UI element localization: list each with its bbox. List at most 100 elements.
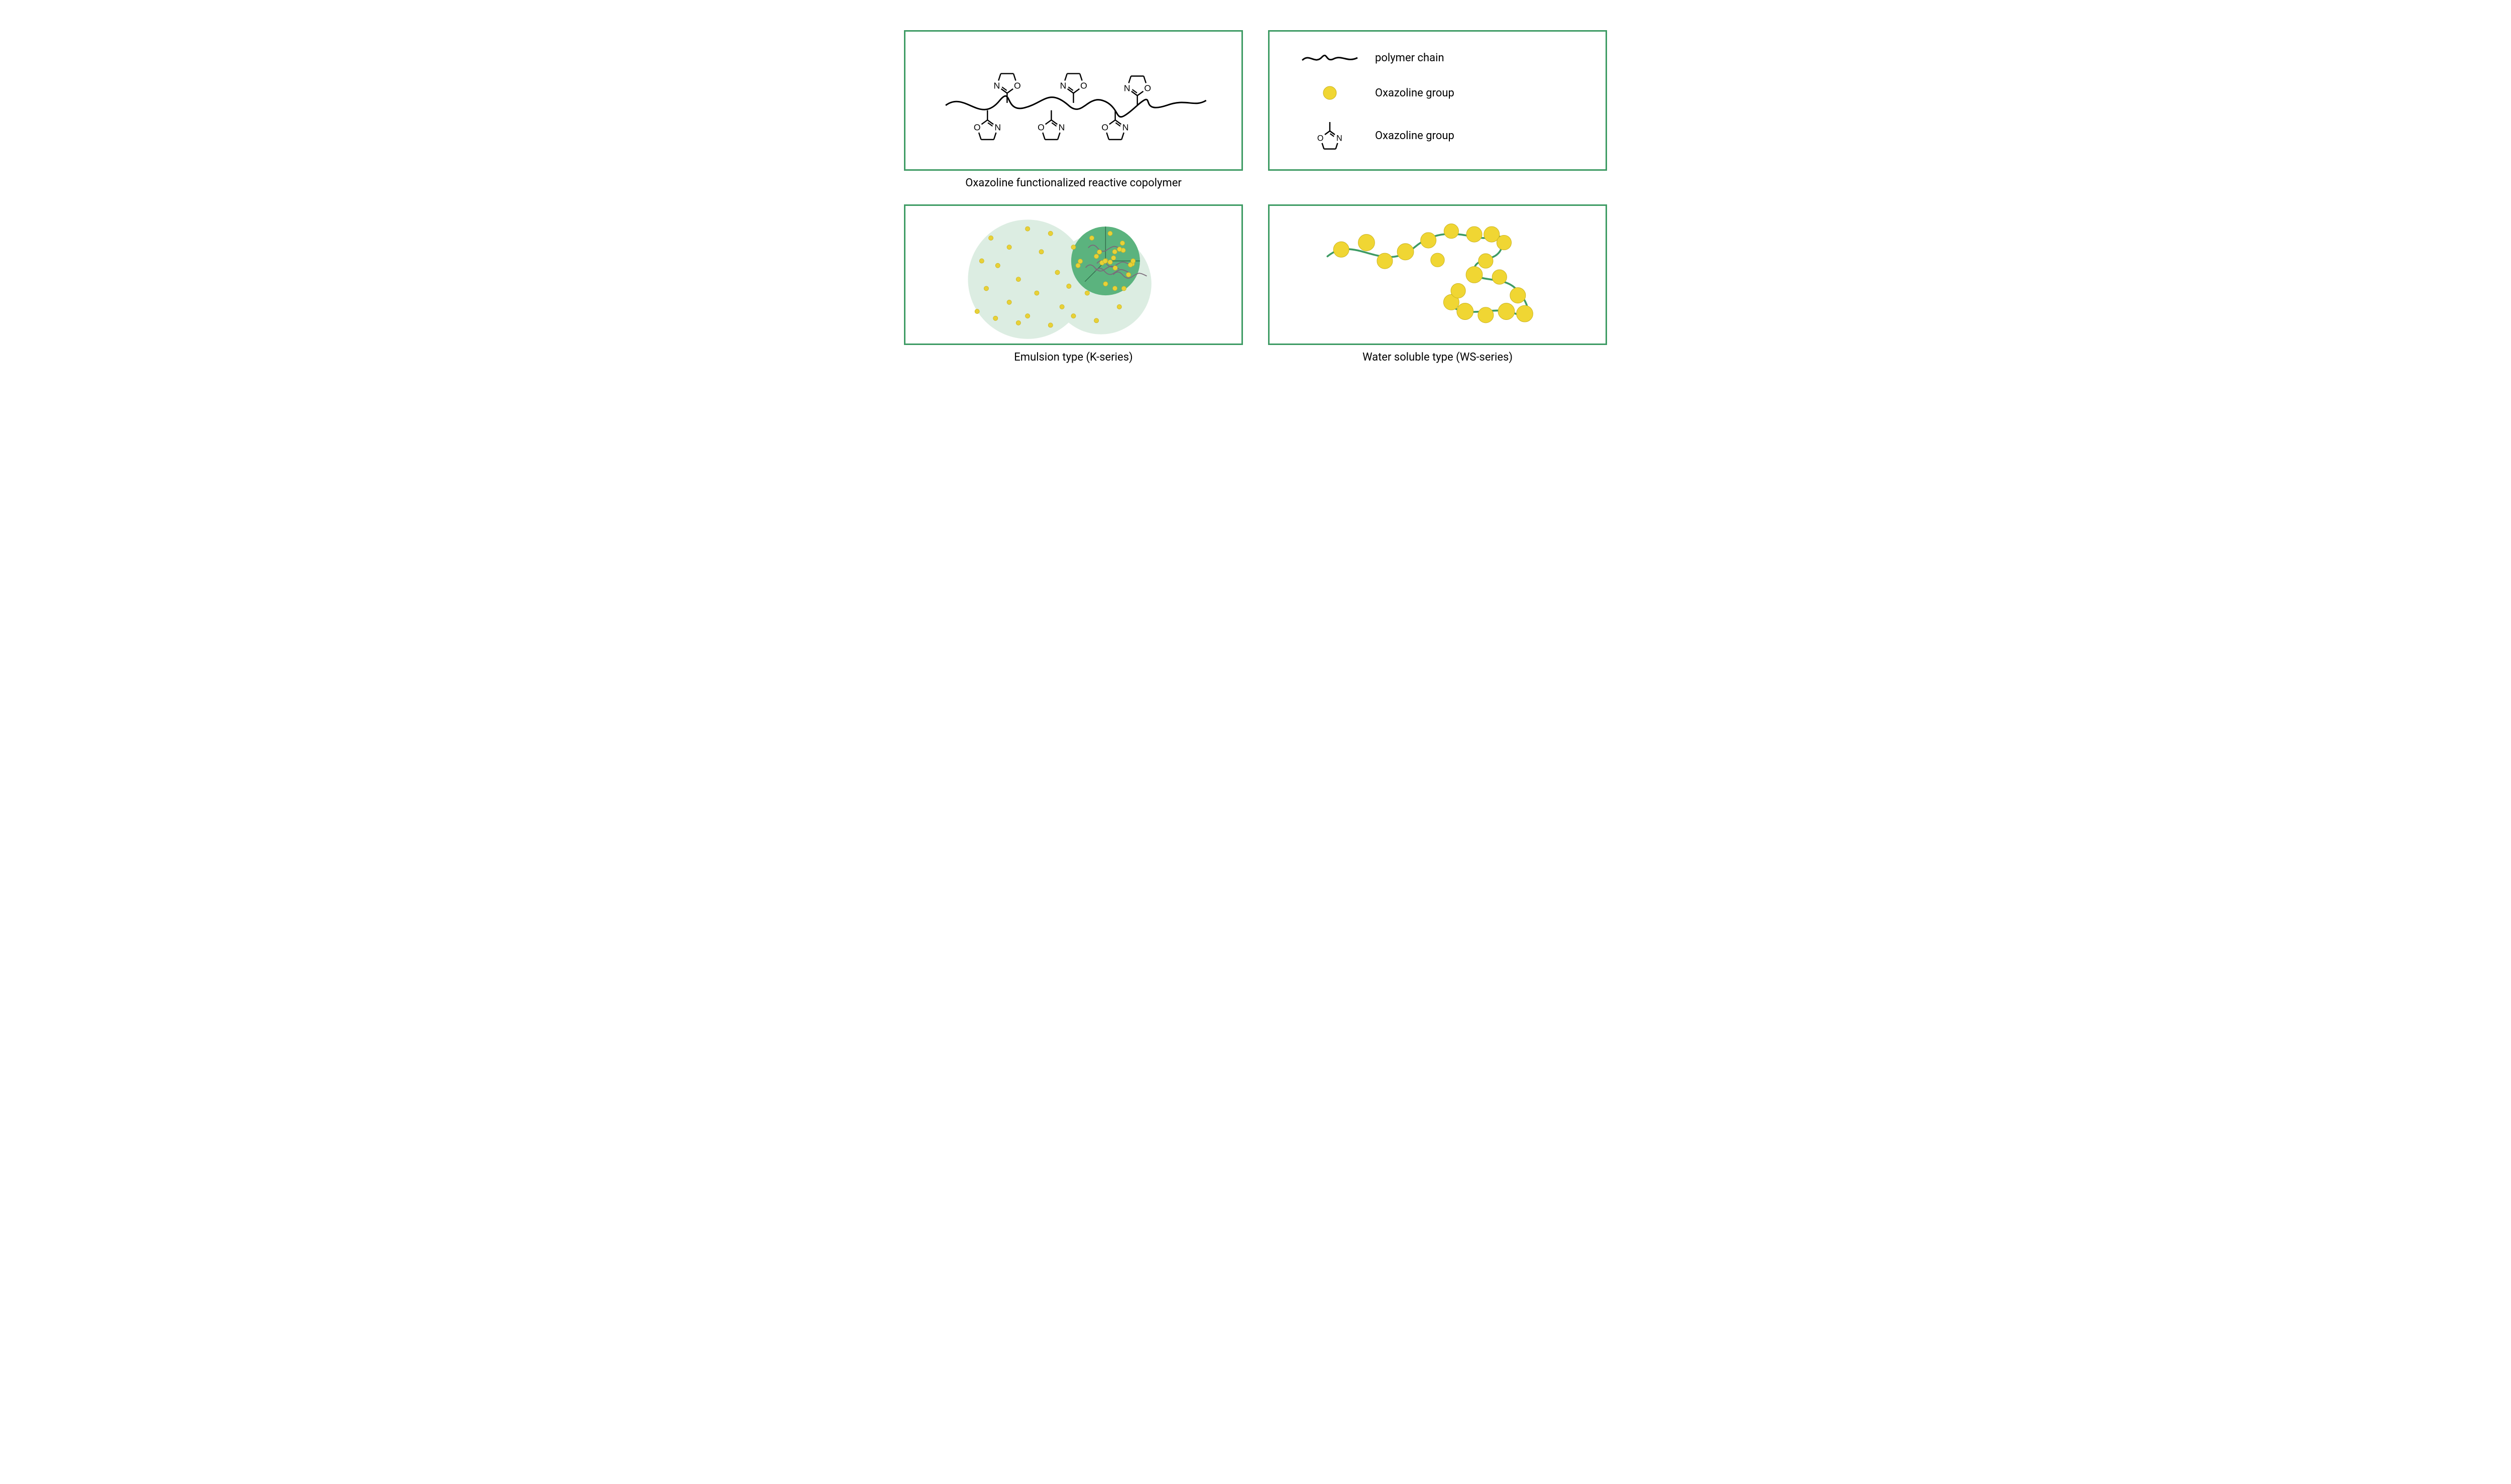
oxazoline-dot — [975, 309, 979, 314]
oxazoline-ring: NO — [1036, 110, 1067, 140]
oxazoline-dot — [1131, 259, 1135, 263]
oxazoline-dot — [989, 236, 993, 240]
oxazoline-dot — [1071, 245, 1076, 250]
atom-label-o: O — [1080, 81, 1087, 91]
oxazoline-dot — [1103, 282, 1108, 286]
caption-copolymer: Oxazoline functionalized reactive copoly… — [965, 177, 1182, 189]
oxazoline-ring: NO — [1315, 122, 1345, 149]
water-soluble-svg — [1270, 206, 1606, 344]
atom-label-o: O — [974, 123, 981, 133]
oxazoline-dot — [1103, 259, 1107, 263]
polymer-chain-backbone — [946, 96, 1206, 117]
oxazoline-dot — [1117, 304, 1121, 309]
panel-water-soluble-wrap: Water soluble type (WS-series) — [1268, 204, 1607, 364]
panel-legend: polymer chain Oxazoline group NO Oxazoli… — [1268, 30, 1607, 171]
oxazoline-dot — [1035, 291, 1039, 295]
oxazoline-dot — [984, 286, 988, 291]
copolymer-svg: NONONONONONO — [905, 32, 1241, 169]
atom-label-n: N — [994, 81, 1000, 91]
oxazoline-dot — [1121, 286, 1126, 291]
oxazoline-dot — [1076, 263, 1080, 268]
oxazoline-dot — [1128, 263, 1132, 267]
oxazoline-dot — [1358, 235, 1375, 251]
oxazoline-dot — [1397, 244, 1414, 260]
oxazoline-dot — [1457, 303, 1473, 320]
atom-label-o: O — [1038, 123, 1045, 133]
oxazoline-dot — [1492, 270, 1507, 284]
oxazoline-dot — [1120, 241, 1124, 246]
legend-label-oxazoline-dot: Oxazoline group — [1375, 87, 1454, 99]
polymer-chain-icon — [1300, 48, 1360, 68]
oxazoline-dot — [1478, 307, 1494, 323]
atom-label-n: N — [1060, 81, 1067, 91]
panel-legend-wrap: polymer chain Oxazoline group NO Oxazoli… — [1268, 30, 1607, 189]
oxazoline-dot — [1431, 253, 1444, 267]
oxazoline-ring-icon: NO — [1300, 118, 1360, 153]
atom-label-n: N — [1059, 123, 1065, 133]
caption-emulsion: Emulsion type (K-series) — [1014, 351, 1132, 364]
oxazoline-dot — [1498, 303, 1515, 320]
oxazoline-dot — [1067, 284, 1071, 288]
panel-emulsion-wrap: Emulsion type (K-series) — [904, 204, 1243, 364]
oxazoline-dot — [995, 263, 1000, 268]
atom-label-n: N — [1124, 83, 1130, 93]
oxazoline-dot — [1060, 304, 1064, 309]
oxazoline-rings-group: NONONONONONO — [972, 74, 1153, 140]
legend-row-oxazoline-dot: Oxazoline group — [1285, 80, 1590, 106]
caption-water-soluble: Water soluble type (WS-series) — [1362, 351, 1513, 364]
oxazoline-dot — [1444, 224, 1458, 239]
oxazoline-dot — [1421, 233, 1436, 248]
oxazoline-dot — [1016, 277, 1020, 282]
panel-copolymer-wrap: NONONONONONO Oxazoline functionalized re… — [904, 30, 1243, 189]
oxazoline-dot — [1451, 283, 1465, 298]
atom-label-o: O — [1014, 81, 1021, 91]
panel-water-soluble — [1268, 204, 1607, 345]
legend-row-polymer-chain: polymer chain — [1285, 45, 1590, 71]
oxazoline-dot — [1094, 254, 1099, 259]
oxazoline-dot — [1048, 323, 1053, 327]
panel-emulsion — [904, 204, 1243, 345]
oxazoline-dot — [1112, 250, 1117, 254]
oxazoline-dot — [1055, 270, 1060, 275]
oxazoline-dot — [1097, 250, 1102, 254]
oxazoline-dot — [1025, 226, 1030, 231]
oxazoline-dot — [1089, 236, 1094, 240]
panel-copolymer: NONONONONONO — [904, 30, 1243, 171]
oxazoline-dot — [979, 259, 984, 263]
atom-label-n: N — [1336, 134, 1342, 143]
oxazoline-dot — [1007, 300, 1011, 304]
oxazoline-dot — [1108, 231, 1112, 236]
legend-label-oxazoline-ring: Oxazoline group — [1375, 130, 1454, 142]
oxazoline-dot-icon — [1300, 83, 1360, 103]
oxazoline-dot — [1111, 256, 1116, 260]
oxazoline-dot — [1094, 318, 1099, 323]
oxazoline-dot — [1071, 314, 1076, 318]
oxazoline-dot — [993, 316, 998, 320]
legend-label-polymer-chain: polymer chain — [1375, 52, 1444, 64]
oxazoline-dot — [1048, 231, 1053, 236]
oxazoline-dot — [1113, 266, 1117, 270]
oxazoline-dot — [1377, 253, 1393, 269]
oxazoline-dot — [1117, 247, 1122, 252]
oxazoline-dot — [1007, 245, 1011, 250]
oxazoline-dot — [1510, 288, 1526, 303]
emulsion-svg — [905, 206, 1241, 344]
diagram-grid: NONONONONONO Oxazoline functionalized re… — [904, 30, 1607, 364]
oxazoline-dot — [1517, 305, 1533, 322]
oxazoline-dot — [1497, 235, 1511, 250]
oxazoline-dot — [1466, 267, 1482, 283]
oxazoline-dot — [1025, 314, 1030, 318]
oxazoline-dot — [1085, 291, 1089, 295]
legend-row-oxazoline-ring: NO Oxazoline group — [1285, 115, 1590, 156]
oxazoline-dot — [1466, 226, 1482, 242]
atom-label-o: O — [1317, 134, 1324, 143]
oxazoline-dot — [1126, 272, 1131, 277]
oxazoline-dot — [1478, 254, 1493, 268]
oxazoline-dot — [1113, 286, 1117, 291]
atom-label-o: O — [1144, 83, 1151, 93]
oxazoline-dot — [1016, 320, 1020, 325]
atom-label-n: N — [1122, 123, 1129, 133]
oxazoline-dot — [1108, 260, 1112, 264]
oxazoline-dot — [1039, 250, 1044, 254]
oxazoline-ring: NO — [991, 74, 1022, 103]
